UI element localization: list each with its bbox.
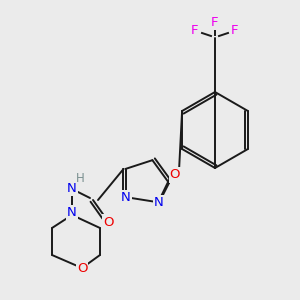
Text: N: N bbox=[67, 206, 77, 220]
Text: F: F bbox=[231, 23, 239, 37]
Text: F: F bbox=[211, 16, 219, 28]
Text: O: O bbox=[103, 215, 113, 229]
Text: N: N bbox=[154, 196, 164, 209]
Text: N: N bbox=[67, 182, 77, 194]
Text: O: O bbox=[77, 262, 87, 275]
Text: F: F bbox=[191, 23, 199, 37]
Text: H: H bbox=[76, 172, 84, 185]
Text: N: N bbox=[121, 190, 130, 204]
Text: O: O bbox=[170, 169, 180, 182]
